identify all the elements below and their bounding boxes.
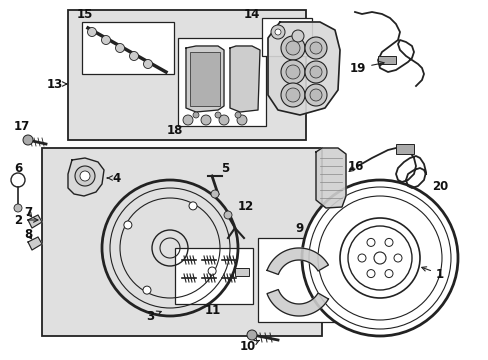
Text: 14: 14: [244, 8, 260, 21]
Circle shape: [285, 88, 299, 102]
Circle shape: [224, 211, 231, 219]
Text: 1: 1: [421, 267, 443, 280]
Circle shape: [237, 115, 246, 125]
Text: 2: 2: [14, 213, 38, 226]
Bar: [377, 56, 395, 64]
Circle shape: [123, 221, 132, 229]
Polygon shape: [229, 46, 260, 112]
Circle shape: [305, 37, 326, 59]
Circle shape: [14, 204, 22, 212]
Bar: [42, 148, 321, 336]
Text: 15: 15: [77, 8, 93, 21]
Circle shape: [143, 59, 152, 68]
Polygon shape: [28, 237, 42, 250]
Polygon shape: [266, 248, 328, 274]
Circle shape: [193, 112, 199, 118]
Circle shape: [366, 238, 374, 246]
Circle shape: [285, 65, 299, 79]
Circle shape: [357, 254, 365, 262]
Circle shape: [274, 29, 281, 35]
Circle shape: [87, 27, 96, 36]
Circle shape: [246, 330, 257, 340]
Text: 19: 19: [349, 62, 383, 75]
Bar: [262, 18, 311, 56]
Circle shape: [270, 25, 285, 39]
Circle shape: [309, 89, 321, 101]
Circle shape: [393, 254, 401, 262]
Text: 20: 20: [431, 180, 447, 193]
Text: 18: 18: [166, 123, 183, 136]
Text: 8: 8: [24, 228, 32, 240]
Bar: [190, 52, 220, 106]
Circle shape: [142, 286, 151, 294]
Circle shape: [285, 41, 299, 55]
Circle shape: [235, 112, 241, 118]
Bar: [178, 38, 265, 126]
Text: 12: 12: [237, 199, 254, 212]
Circle shape: [384, 270, 392, 278]
Circle shape: [219, 115, 228, 125]
Circle shape: [102, 36, 110, 45]
Circle shape: [305, 61, 326, 83]
Text: 7: 7: [24, 206, 32, 219]
Circle shape: [201, 115, 210, 125]
Circle shape: [129, 51, 138, 60]
Bar: [235, 268, 248, 276]
Circle shape: [183, 115, 193, 125]
Bar: [395, 144, 413, 154]
Text: 17: 17: [14, 120, 30, 132]
Bar: [68, 10, 305, 140]
Text: 6: 6: [14, 162, 22, 175]
Circle shape: [309, 42, 321, 54]
Bar: [258, 238, 339, 322]
Circle shape: [80, 171, 90, 181]
Bar: [175, 248, 252, 304]
Circle shape: [366, 270, 374, 278]
Circle shape: [281, 83, 305, 107]
Circle shape: [115, 44, 124, 53]
Circle shape: [210, 190, 219, 198]
Circle shape: [281, 36, 305, 60]
Polygon shape: [68, 158, 104, 196]
Circle shape: [208, 267, 216, 275]
Polygon shape: [267, 22, 339, 115]
Polygon shape: [315, 148, 346, 208]
Circle shape: [215, 112, 221, 118]
Circle shape: [23, 135, 33, 145]
Circle shape: [305, 84, 326, 106]
Circle shape: [75, 166, 95, 186]
Circle shape: [309, 66, 321, 78]
Bar: [82, 22, 174, 74]
Circle shape: [384, 238, 392, 246]
Circle shape: [373, 252, 385, 264]
Text: 3: 3: [145, 310, 161, 323]
Circle shape: [189, 202, 197, 210]
Text: 4: 4: [107, 171, 121, 184]
Text: 9: 9: [295, 221, 304, 234]
Text: 5: 5: [221, 162, 229, 175]
Circle shape: [281, 60, 305, 84]
Polygon shape: [28, 215, 42, 228]
Polygon shape: [266, 289, 328, 316]
Text: 10: 10: [240, 339, 259, 352]
Text: 16: 16: [347, 159, 364, 172]
Circle shape: [302, 180, 457, 336]
Text: 11: 11: [204, 303, 221, 316]
Circle shape: [291, 30, 304, 42]
Polygon shape: [185, 46, 224, 112]
Text: 13: 13: [47, 77, 67, 90]
